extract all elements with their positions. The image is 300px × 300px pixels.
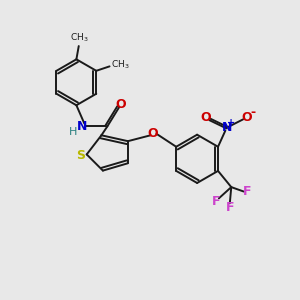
- Text: CH$_3$: CH$_3$: [111, 59, 130, 71]
- Text: O: O: [201, 111, 211, 124]
- Text: N: N: [77, 120, 88, 133]
- Text: H: H: [69, 127, 77, 137]
- Text: F: F: [243, 185, 252, 198]
- Text: F: F: [226, 201, 234, 214]
- Text: S: S: [76, 149, 85, 162]
- Text: F: F: [212, 195, 220, 208]
- Text: O: O: [115, 98, 126, 111]
- Text: O: O: [242, 111, 252, 124]
- Text: -: -: [250, 106, 255, 119]
- Text: O: O: [148, 127, 158, 140]
- Text: +: +: [226, 118, 235, 128]
- Text: CH$_3$: CH$_3$: [70, 31, 88, 44]
- Text: N: N: [222, 121, 232, 134]
